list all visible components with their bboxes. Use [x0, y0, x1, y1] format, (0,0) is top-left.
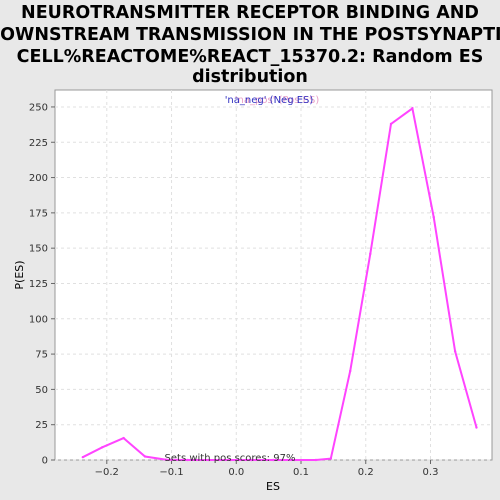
series-point — [293, 458, 296, 462]
series-point — [122, 436, 125, 440]
y-tick-label: 125 — [29, 279, 48, 290]
y-tick-label: 225 — [29, 138, 48, 149]
series-point — [186, 458, 189, 462]
y-axis-ticks: 0 25 50 75 100 125 150 175 200 225 250 — [29, 102, 55, 467]
series-points — [81, 107, 478, 462]
series-point — [411, 107, 414, 110]
chart-title-line-4: distribution — [192, 67, 308, 87]
y-tick-label: 25 — [35, 420, 48, 431]
y-tick-label: 75 — [35, 350, 48, 361]
series-point — [432, 215, 435, 219]
series-point — [250, 458, 254, 462]
y-tick-label: 250 — [29, 102, 48, 113]
series-point — [475, 426, 478, 429]
chart-title-line-3: CELL%REACTOME%REACT_15370.2: Random ES — [17, 47, 484, 67]
y-tick-label: 200 — [29, 173, 48, 184]
series-point — [81, 455, 85, 459]
series-point — [165, 458, 168, 461]
y-axis-label: P(ES) — [13, 260, 26, 289]
series-point — [101, 446, 104, 449]
x-tick-label: 0.0 — [228, 467, 244, 478]
x-tick-label: 0.3 — [423, 467, 439, 478]
series-point — [389, 122, 393, 126]
series-point — [271, 458, 275, 462]
series-point — [314, 458, 318, 462]
y-tick-label: 175 — [29, 208, 48, 219]
chart-title-line-2: DOWNSTREAM TRANSMISSION IN THE POSTSYNAP… — [0, 25, 500, 45]
x-tick-label: 0.2 — [358, 467, 374, 478]
legend-entry-neg: 'na_neg' (Neg ES) — [225, 95, 314, 106]
series-point — [349, 369, 352, 373]
legend-entry-pos: 'na_pos' (Pos ES) — [235, 95, 320, 106]
x-tick-label: −0.2 — [95, 467, 119, 478]
chart-title-line-1: NEUROTRANSMITTER RECEPTOR BINDING AND — [21, 3, 479, 23]
series-point — [453, 350, 457, 353]
annotation-pos-scores: Sets with pos scores: 97% — [165, 453, 296, 464]
x-tick-label: 0.1 — [293, 467, 309, 478]
y-tick-label: 0 — [42, 456, 48, 467]
y-tick-label: 100 — [29, 314, 48, 325]
y-tick-label: 50 — [35, 385, 48, 396]
plot-area — [54, 89, 493, 461]
series-point — [369, 252, 372, 256]
series-point — [329, 457, 332, 460]
series-point — [143, 455, 147, 458]
x-tick-label: −0.1 — [159, 467, 183, 478]
chart-title: NEUROTRANSMITTER RECEPTOR BINDING AND DO… — [0, 3, 500, 87]
y-tick-label: 150 — [29, 244, 48, 255]
series-point — [229, 458, 232, 462]
x-axis-label: ES — [266, 480, 280, 493]
legend: 'na_pos' (Pos ES) 'na_neg' (Neg ES) — [225, 95, 320, 106]
series-point — [207, 458, 211, 462]
series-line-es-distribution — [82, 106, 478, 461]
